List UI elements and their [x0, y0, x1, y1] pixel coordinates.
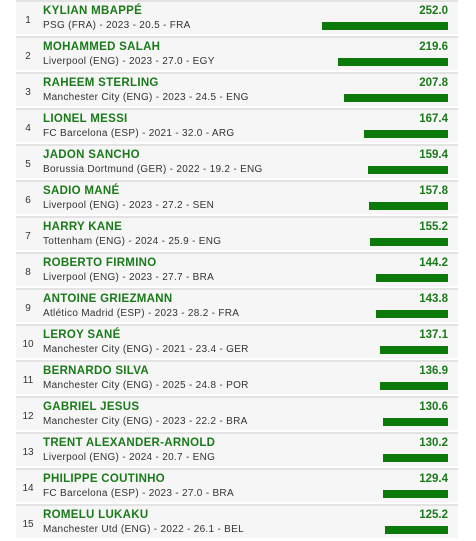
value-label: 143.8	[419, 293, 448, 305]
player-name: MOHAMMED SALAH	[43, 41, 161, 53]
list-item: 11 BERNARDO SILVA Manchester City (ENG) - …	[16, 360, 458, 394]
value-bar	[376, 310, 448, 318]
rank-label: 4	[25, 123, 31, 134]
list-item: 6 SADIO MANÉ Liverpool (ENG) - 2023 - 27.2…	[16, 180, 458, 214]
rank-label: 11	[22, 375, 34, 386]
list-item: 4 LIONEL MESSI FC Barcelona (ESP) - 2021 -…	[16, 108, 458, 142]
value-bar	[385, 526, 448, 534]
player-name: ROBERTO FIRMINO	[43, 257, 157, 269]
player-name: ANTOINE GRIEZMANN	[43, 293, 173, 305]
rank-label: 9	[25, 303, 31, 314]
player-meta: Liverpool (ENG) - 2023 - 27.2 - SEN	[43, 200, 215, 211]
rank-label: 1	[25, 15, 31, 26]
value-bar	[344, 94, 448, 102]
value-bar	[379, 346, 448, 354]
rank-label: 15	[22, 519, 34, 530]
player-name: GABRIEL JESUS	[43, 401, 140, 413]
list-item: 9 ANTOINE GRIEZMANN Atlético Madrid (ESP) …	[16, 288, 458, 322]
player-meta: PSG (FRA) - 2023 - 20.5 - FRA	[43, 20, 191, 31]
value-label: 167.4	[419, 113, 448, 125]
value-bar	[370, 238, 448, 246]
value-bar	[383, 490, 448, 498]
player-meta: Liverpool (ENG) - 2023 - 27.7 - BRA	[43, 272, 215, 283]
value-bar	[364, 130, 448, 138]
value-bar	[382, 454, 448, 462]
rank-label: 3	[25, 87, 31, 98]
rank-label: 6	[25, 195, 31, 206]
player-name: JADON SANCHO	[43, 149, 140, 161]
rank-label: 13	[22, 447, 34, 458]
value-label: 136.9	[419, 365, 448, 377]
player-name: BERNARDO SILVA	[43, 365, 149, 377]
player-meta: Atlético Madrid (ESP) - 2023 - 28.2 - FR…	[43, 308, 240, 319]
value-label: 137.1	[419, 329, 448, 341]
rank-label: 8	[25, 267, 31, 278]
player-meta: Liverpool (ENG) - 2024 - 20.7 - ENG	[43, 452, 216, 463]
list-item: 1 KYLIAN MBAPPÉ PSG (FRA) - 2023 - 20.5 - …	[16, 0, 458, 34]
list-item: 5 JADON SANCHO Borussia Dortmund (GER) - 2…	[16, 144, 458, 178]
player-meta: Manchester City (ENG) - 2021 - 23.4 - GE…	[43, 344, 249, 355]
value-bar	[382, 418, 448, 426]
rank-label: 2	[25, 51, 31, 62]
value-bar	[368, 166, 448, 174]
value-label: 252.0	[419, 5, 448, 17]
value-label: 130.2	[419, 437, 448, 449]
player-name: TRENT ALEXANDER-ARNOLD	[43, 437, 216, 449]
player-meta: Manchester City (ENG) - 2023 - 24.5 - EN…	[43, 92, 249, 103]
value-bar	[379, 382, 448, 390]
player-name: LEROY SANÉ	[43, 329, 121, 341]
value-label: 157.8	[419, 185, 448, 197]
value-bar	[375, 274, 448, 282]
list-item: 12 GABRIEL JESUS Manchester City (ENG) - 2…	[16, 396, 458, 430]
player-name: RAHEEM STERLING	[43, 77, 159, 89]
value-label: 144.2	[419, 257, 448, 269]
player-name: PHILIPPE COUTINHO	[43, 473, 166, 485]
value-label: 207.8	[419, 77, 448, 89]
player-meta: Liverpool (ENG) - 2023 - 27.0 - EGY	[43, 56, 215, 67]
player-meta: Manchester City (ENG) - 2023 - 22.2 - BR…	[43, 416, 248, 427]
value-label: 159.4	[419, 149, 448, 161]
player-name: ROMELU LUKAKU	[43, 509, 149, 521]
value-bar	[322, 22, 448, 30]
list-item: 2 MOHAMMED SALAH Liverpool (ENG) - 2023 - …	[16, 36, 458, 70]
list-item: 7 HARRY KANE Tottenham (ENG) - 2024 - 25.9…	[16, 216, 458, 250]
player-name: HARRY KANE	[43, 221, 123, 233]
player-meta: Tottenham (ENG) - 2024 - 25.9 - ENG	[43, 236, 222, 247]
rank-label: 12	[22, 411, 34, 422]
list-item: 8 ROBERTO FIRMINO Liverpool (ENG) - 2023 -…	[16, 252, 458, 286]
player-name: SADIO MANÉ	[43, 185, 120, 197]
value-label: 155.2	[419, 221, 448, 233]
value-label: 130.6	[419, 401, 448, 413]
rank-label: 5	[25, 159, 31, 170]
rank-label: 14	[22, 483, 34, 494]
list-item: 10 LEROY SANÉ Manchester City (ENG) - 2021…	[16, 324, 458, 358]
value-label: 219.6	[419, 41, 448, 53]
player-meta: Manchester Utd (ENG) - 2022 - 26.1 - BEL	[43, 524, 244, 535]
list-item: 14 PHILIPPE COUTINHO FC Barcelona (ESP) - …	[16, 468, 458, 502]
ranking-list: 1 KYLIAN MBAPPÉ PSG (FRA) - 2023 - 20.5 - …	[16, 0, 458, 540]
rank-label: 7	[25, 231, 31, 242]
value-label: 129.4	[419, 473, 448, 485]
player-meta: Borussia Dortmund (GER) - 2022 - 19.2 - …	[43, 164, 263, 175]
value-label: 125.2	[419, 509, 448, 521]
player-name: LIONEL MESSI	[43, 113, 128, 125]
player-meta: Manchester City (ENG) - 2025 - 24.8 - PO…	[43, 380, 249, 391]
list-item: 3 RAHEEM STERLING Manchester City (ENG) - …	[16, 72, 458, 106]
player-meta: FC Barcelona (ESP) - 2023 - 27.0 - BRA	[43, 488, 234, 499]
value-bar	[369, 202, 448, 210]
player-name: KYLIAN MBAPPÉ	[43, 5, 143, 17]
rank-label: 10	[22, 339, 34, 350]
player-meta: FC Barcelona (ESP) - 2021 - 32.0 - ARG	[43, 128, 235, 139]
list-item: 15 ROMELU LUKAKU Manchester Utd (ENG) - 20…	[16, 504, 458, 538]
list-item: 13 TRENT ALEXANDER-ARNOLD Liverpool (ENG) …	[16, 432, 458, 466]
value-bar	[338, 58, 448, 66]
